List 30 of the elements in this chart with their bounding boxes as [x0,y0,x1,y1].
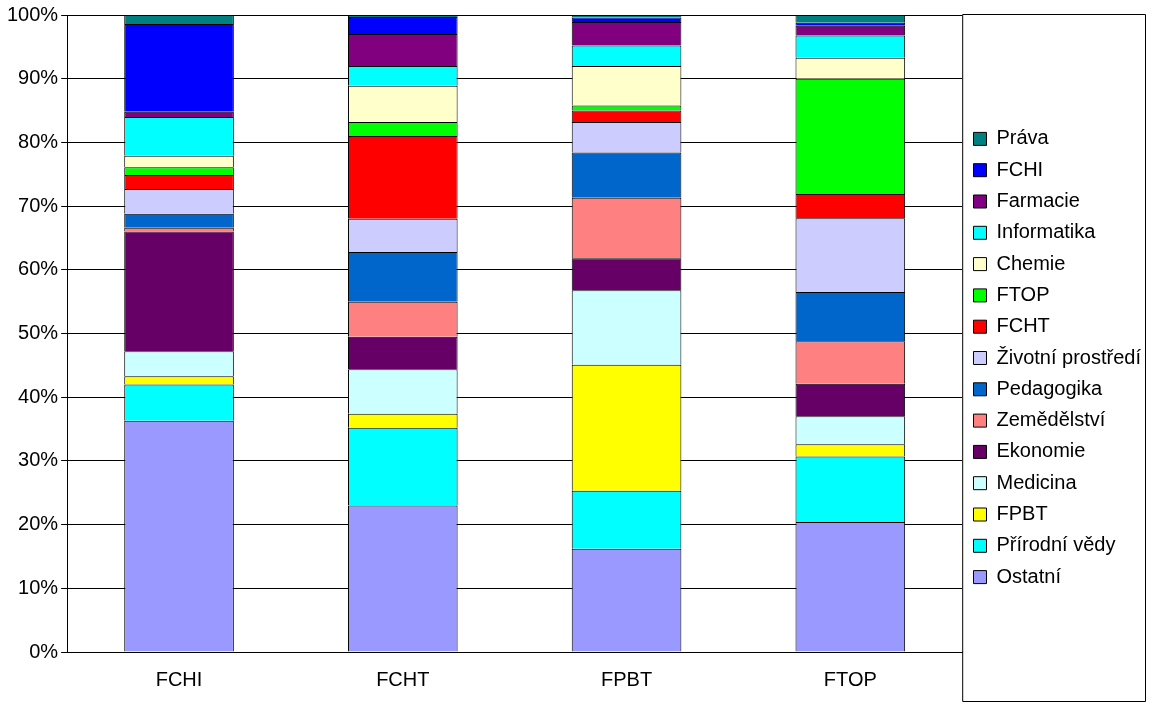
legend-label: Přírodní vědy [996,533,1116,556]
legend-label: FTOP [996,282,1050,305]
legend-label: Informatika [996,220,1097,243]
y-tick-label: 50% [18,321,59,344]
legend-label: Pedagogika [996,376,1104,399]
x-tick-label: FPBT [600,667,653,690]
y-tick-label: 40% [18,384,59,407]
legend-label: Medicina [996,470,1078,493]
y-tick-label: 80% [18,129,59,152]
y-tick-label: 70% [18,193,59,216]
legend-label: Práva [996,126,1050,149]
x-tick-label: FCHT [376,667,430,690]
x-tick-label: FCHI [155,667,203,690]
y-tick-label: 90% [18,66,59,89]
x-tick-label: FTOP [823,667,877,690]
legend-label: Chemie [996,251,1066,274]
y-tick-label: 60% [18,257,59,280]
legend-label: Životní prostředí [996,345,1142,368]
legend-label: Zemědělství [996,408,1106,431]
legend-label: FPBT [996,502,1048,525]
y-tick-label: 30% [18,448,59,471]
legend-label: FCHT [996,314,1050,337]
y-tick-label: 0% [29,639,59,662]
legend-label: Ekonomie [996,439,1086,462]
legend-label: Farmacie [996,189,1080,212]
y-tick-label: 100% [7,2,59,25]
legend-label: FCHI [996,157,1044,180]
legend-label: Ostatní [996,564,1062,587]
y-tick-label: 10% [18,575,59,598]
y-tick-label: 20% [18,512,59,535]
